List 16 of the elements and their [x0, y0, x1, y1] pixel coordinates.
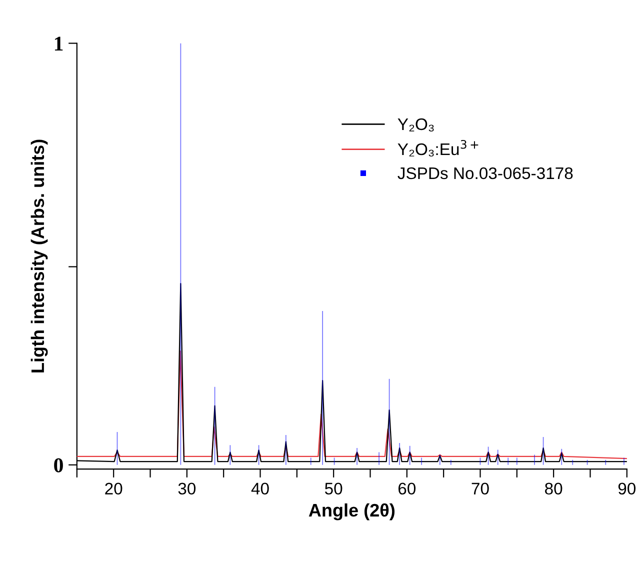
x-tick-label: 40 — [251, 482, 269, 495]
legend-label: Y₂O₃:Eu$^{3+}$ — [398, 140, 478, 157]
x-tick-label: 60 — [398, 482, 416, 495]
y-tick-label: 0 — [54, 458, 63, 472]
line-series — [76, 350, 627, 460]
legend-label: Y₂O₃ — [398, 118, 434, 132]
x-tick-label: 90 — [618, 482, 636, 495]
x-tick-label: 70 — [472, 482, 489, 495]
x-tick-label: 30 — [178, 482, 196, 495]
legend-label: JSPDs No.03-065-3178 — [398, 167, 573, 180]
x-tick-label: 50 — [324, 482, 342, 495]
y-axis-title: Ligth intensity (Arbs. units) — [30, 140, 48, 372]
x-tick-label: 20 — [105, 482, 122, 495]
x-axis-title: Angle (2θ) — [308, 503, 395, 520]
y-tick-label: 1 — [54, 36, 63, 51]
x-tick-label: 80 — [545, 482, 562, 495]
